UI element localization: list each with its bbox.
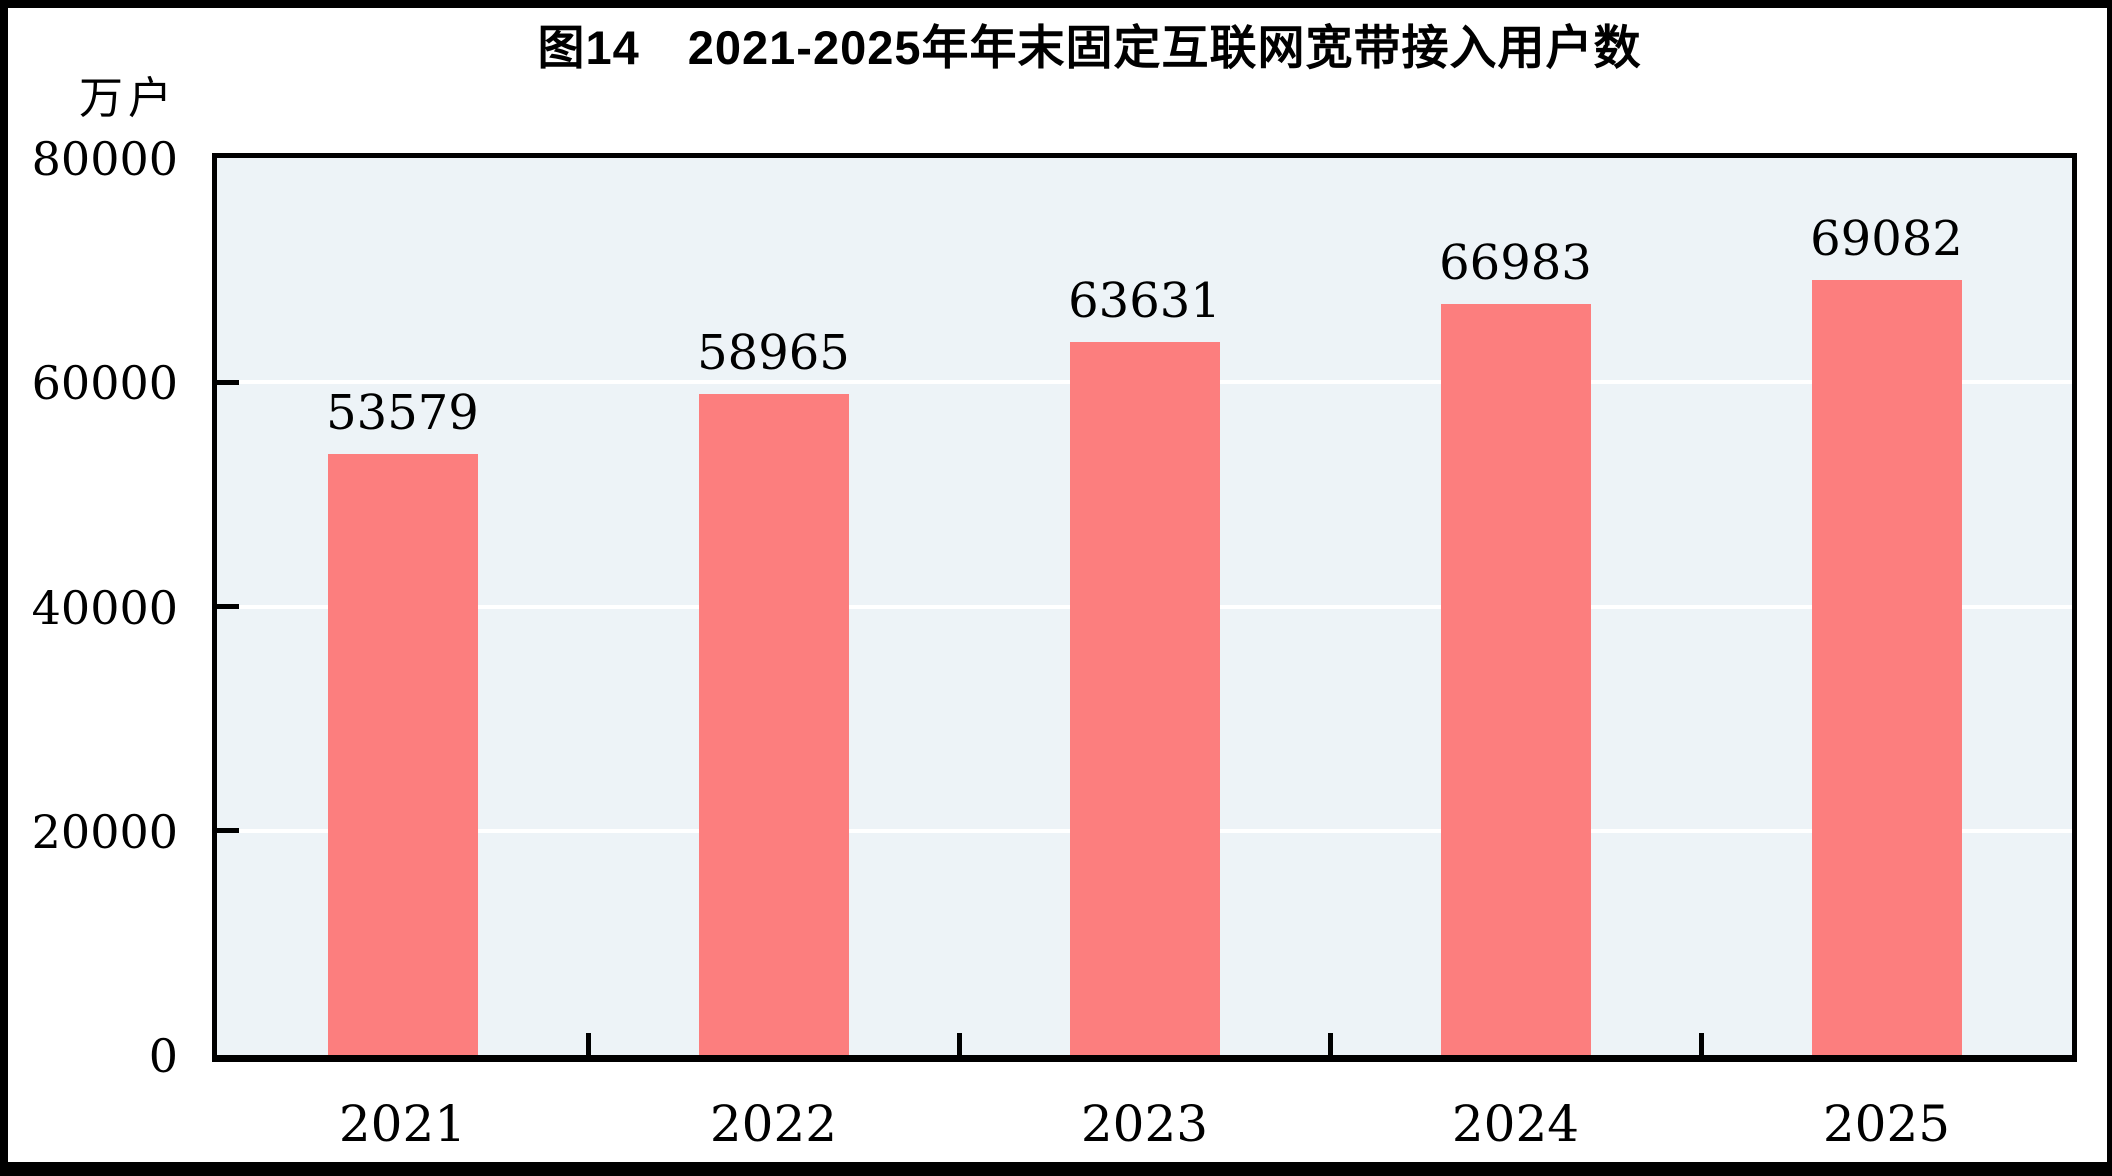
x-axis-tick-mark-3 bbox=[1327, 1033, 1333, 1055]
y-axis-tick-label-0: 0 bbox=[148, 1029, 178, 1083]
bar-value-label-2022: 58965 bbox=[697, 324, 850, 381]
bar-value-label-2023: 63631 bbox=[1068, 272, 1221, 329]
bar-2022 bbox=[698, 393, 849, 1055]
x-axis-tick-mark-2 bbox=[956, 1033, 962, 1055]
bar-2024 bbox=[1440, 303, 1591, 1055]
chart-title: 图14 2021-2025年年末固定互联网宽带接入用户数 bbox=[537, 21, 1642, 74]
y-axis-tick-mark-60000 bbox=[217, 379, 239, 385]
bar-value-label-2024: 66983 bbox=[1439, 234, 1592, 291]
y-axis-tick-label-80000: 80000 bbox=[31, 132, 178, 186]
y-axis-tick-mark-20000 bbox=[217, 828, 239, 834]
x-axis-tick-label-2023: 2023 bbox=[1080, 1095, 1209, 1153]
bar-2023 bbox=[1069, 341, 1220, 1055]
bar-value-label-2025: 69082 bbox=[1810, 211, 1963, 268]
y-axis-tick-mark-40000 bbox=[217, 604, 239, 609]
x-axis-tick-label-2022: 2022 bbox=[709, 1095, 838, 1153]
x-axis-tick-label-2024: 2024 bbox=[1451, 1095, 1580, 1153]
x-axis-tick-mark-1 bbox=[585, 1033, 591, 1055]
y-axis-tick-label-20000: 20000 bbox=[31, 804, 178, 859]
x-axis-tick-label-2021: 2021 bbox=[338, 1095, 467, 1153]
bar-2021 bbox=[327, 454, 478, 1055]
plot-area: 53579 58965 63631 66983 69082 bbox=[212, 153, 2077, 1062]
x-axis-tick-label-2025: 2025 bbox=[1822, 1095, 1951, 1153]
bar-value-label-2021: 53579 bbox=[326, 385, 479, 442]
x-axis-tick-mark-4 bbox=[1698, 1033, 1704, 1055]
y-axis-tick-label-40000: 40000 bbox=[31, 580, 178, 635]
bar-2025 bbox=[1811, 280, 1962, 1055]
y-axis-unit-label: 万户 bbox=[79, 73, 177, 124]
y-axis-tick-label-60000: 60000 bbox=[31, 356, 178, 411]
